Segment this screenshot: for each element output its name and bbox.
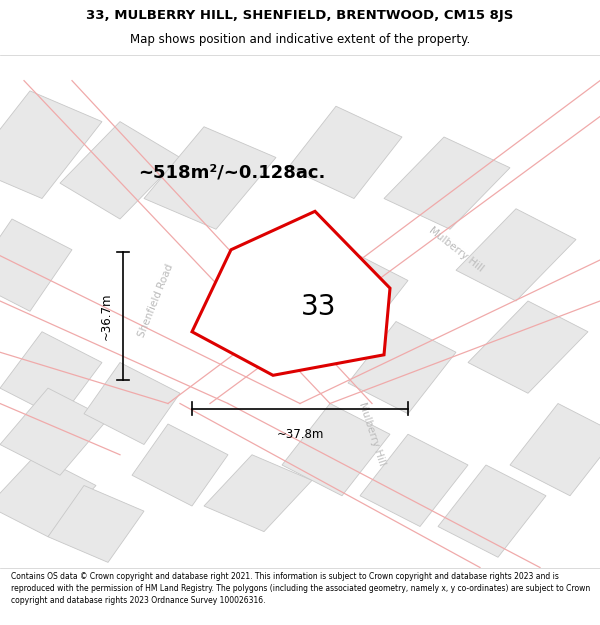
Polygon shape: [348, 321, 456, 414]
Polygon shape: [438, 465, 546, 558]
Polygon shape: [0, 455, 96, 537]
Polygon shape: [192, 211, 390, 375]
Polygon shape: [60, 122, 180, 219]
Polygon shape: [510, 404, 600, 496]
Polygon shape: [0, 219, 72, 311]
Polygon shape: [384, 137, 510, 229]
Polygon shape: [84, 362, 180, 444]
Text: Shenfield Road: Shenfield Road: [137, 263, 175, 339]
Polygon shape: [48, 486, 144, 562]
Polygon shape: [456, 209, 576, 301]
Text: Mulberry Hill: Mulberry Hill: [357, 401, 387, 468]
Polygon shape: [216, 239, 330, 332]
Polygon shape: [0, 332, 102, 419]
Text: ~37.8m: ~37.8m: [277, 428, 323, 441]
Polygon shape: [144, 127, 276, 229]
Text: Contains OS data © Crown copyright and database right 2021. This information is : Contains OS data © Crown copyright and d…: [11, 572, 590, 605]
Polygon shape: [204, 455, 312, 532]
Text: 33: 33: [301, 293, 336, 321]
Text: ~36.7m: ~36.7m: [100, 292, 113, 340]
Text: Map shows position and indicative extent of the property.: Map shows position and indicative extent…: [130, 33, 470, 46]
Polygon shape: [300, 250, 408, 342]
Text: ~518m²/~0.128ac.: ~518m²/~0.128ac.: [138, 164, 325, 182]
Text: Mulberry Hill: Mulberry Hill: [427, 226, 485, 274]
Polygon shape: [0, 388, 108, 475]
Polygon shape: [0, 91, 102, 199]
Polygon shape: [288, 106, 402, 199]
Text: 33, MULBERRY HILL, SHENFIELD, BRENTWOOD, CM15 8JS: 33, MULBERRY HILL, SHENFIELD, BRENTWOOD,…: [86, 9, 514, 22]
Polygon shape: [468, 301, 588, 393]
Polygon shape: [132, 424, 228, 506]
Polygon shape: [282, 404, 390, 496]
Polygon shape: [360, 434, 468, 526]
